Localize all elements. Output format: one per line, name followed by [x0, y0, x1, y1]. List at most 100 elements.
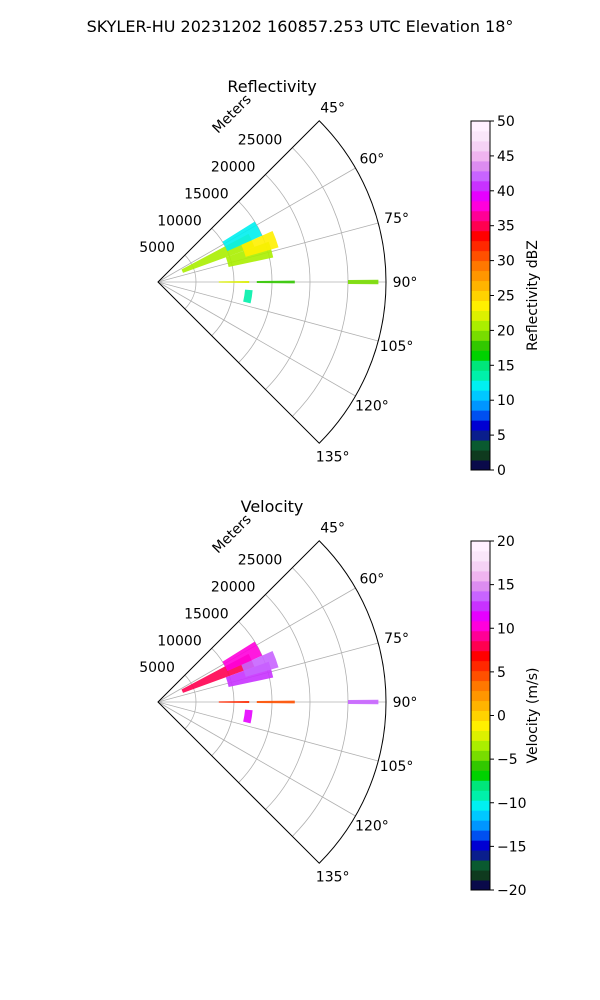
echo-cell	[243, 289, 253, 304]
colorbar-tick-label: 45	[497, 149, 515, 165]
colorbar-segment	[471, 850, 490, 861]
colorbar-segment	[471, 630, 490, 642]
radial-tick-label: 5000	[139, 240, 175, 256]
colorbar-segment	[471, 260, 490, 272]
azimuth-tick-label: 120°	[355, 399, 389, 415]
colorbar-segment	[471, 610, 490, 622]
azimuth-tick-label: 60°	[359, 572, 384, 588]
colorbar-segment	[471, 650, 490, 662]
colorbar-tick-label: 5	[497, 428, 506, 444]
colorbar-tick-label: 35	[497, 219, 515, 235]
panel-title: Velocity	[241, 497, 304, 516]
colorbar-segment	[471, 880, 490, 891]
colorbar-segment	[471, 121, 490, 132]
colorbar-segment	[471, 780, 490, 791]
colorbar-segment	[471, 840, 490, 851]
colorbar-segment	[471, 870, 490, 881]
azimuth-tick-label: 45°	[320, 100, 345, 116]
azimuth-tick-label: 75°	[384, 631, 409, 647]
colorbar-tick-label: 15	[497, 358, 515, 374]
radial-tick-label: 20000	[211, 580, 256, 596]
colorbar-segment	[471, 270, 490, 282]
colorbar-segment	[471, 370, 490, 381]
colorbar-segment	[471, 450, 490, 461]
colorbar-segment	[471, 740, 490, 751]
colorbar-tick-label: 50	[497, 114, 515, 130]
echo-cell	[256, 700, 295, 704]
colorbar-segment	[471, 790, 490, 801]
colorbar-segment	[471, 680, 490, 692]
colorbar-tick-label: 10	[497, 393, 515, 409]
colorbar-label: Reflectivity dBZ	[525, 240, 541, 351]
colorbar-segment	[471, 410, 490, 421]
colorbar-tick-label: −5	[497, 752, 518, 768]
colorbar-tick-label: 40	[497, 184, 515, 200]
colorbar-segment	[471, 180, 490, 192]
colorbar-segment	[471, 150, 490, 162]
colorbar-segment	[471, 800, 490, 811]
colorbar-segment	[471, 280, 490, 292]
azimuth-gridline	[157, 701, 356, 817]
colorbar-segment	[471, 340, 490, 351]
colorbar-segment	[471, 250, 490, 262]
azimuth-gridline	[157, 281, 356, 397]
colorbar-segment	[471, 660, 490, 672]
colorbar-segment	[471, 830, 490, 841]
colorbar-segment	[471, 860, 490, 871]
colorbar-tick-label: 5	[497, 665, 506, 681]
colorbar-segment	[471, 360, 490, 371]
echo-cell	[241, 650, 279, 677]
colorbar-segment	[471, 390, 490, 401]
colorbar-segment	[471, 710, 490, 721]
colorbar-segment	[471, 750, 490, 761]
azimuth-tick-label: 135°	[316, 870, 350, 886]
colorbar-segment	[471, 430, 490, 441]
echo-cell	[243, 709, 253, 724]
colorbar-segment	[471, 220, 490, 232]
colorbar-tick-label: 30	[497, 254, 515, 270]
colorbar-segment	[471, 240, 490, 252]
colorbar-tick-label: 25	[497, 289, 515, 305]
azimuth-gridline	[157, 281, 379, 342]
colorbar-segment	[471, 810, 490, 821]
azimuth-tick-label: 45°	[320, 520, 345, 536]
azimuth-tick-label: 90°	[393, 695, 418, 711]
colorbar-segment	[471, 190, 490, 202]
radial-axis-label: Meters	[210, 512, 255, 557]
azimuth-gridline	[157, 701, 379, 762]
colorbar: 0 5 10 15 20 25 30 35 40 45 50 Reflectivity dBZ	[470, 114, 541, 479]
colorbar-segment	[471, 350, 490, 361]
colorbar-segment	[471, 770, 490, 781]
azimuth-tick-label: 75°	[384, 211, 409, 227]
colorbar-tick-label: −20	[497, 883, 527, 899]
colorbar-segment	[471, 400, 490, 411]
colorbar-segment	[471, 140, 490, 152]
radial-tick-label: 15000	[184, 186, 229, 202]
colorbar-segment	[471, 700, 490, 712]
colorbar-segment	[471, 600, 490, 612]
colorbar-segment	[471, 640, 490, 652]
echo-cell	[241, 230, 279, 257]
sector-frame	[157, 120, 387, 444]
colorbar-segment	[471, 420, 490, 431]
colorbar-segment	[471, 760, 490, 771]
echo-cell	[347, 279, 379, 285]
echo-cell	[218, 701, 250, 703]
colorbar-label: Velocity (m/s)	[525, 668, 541, 764]
colorbar-segment	[471, 460, 490, 471]
colorbar-segment	[471, 230, 490, 242]
echo-cell	[222, 641, 263, 672]
colorbar-segment	[471, 320, 490, 331]
colorbar-tick-label: 15	[497, 578, 515, 594]
colorbar-segment	[471, 570, 490, 582]
radial-tick-label: 20000	[211, 160, 256, 176]
colorbar-tick-label: −15	[497, 839, 527, 855]
colorbar: −20 −15 −10 −5 0 5 10 15 20 Velocity (m/s)	[470, 534, 541, 899]
azimuth-tick-label: 135°	[316, 450, 350, 466]
colorbar-segment	[471, 290, 490, 301]
colorbar-segment	[471, 310, 490, 321]
colorbar-segment	[471, 690, 490, 702]
colorbar-tick-label: 20	[497, 323, 515, 339]
